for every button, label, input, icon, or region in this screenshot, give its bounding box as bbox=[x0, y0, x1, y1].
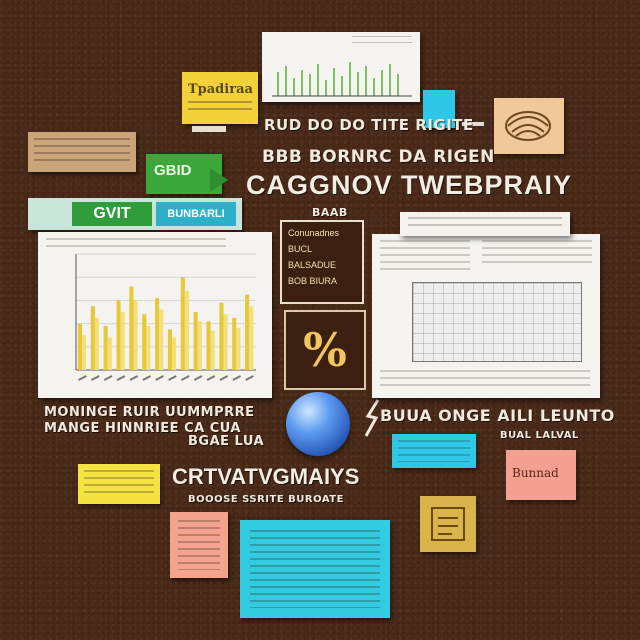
sticky-pink-text: Bunnad bbox=[512, 466, 559, 480]
right-caption-2: BUAL LALVAL bbox=[500, 430, 579, 441]
bottom-caption: BOOOSE SSRITE BUROATE bbox=[188, 494, 344, 505]
bar-2-7 bbox=[159, 309, 164, 370]
bar-2-10 bbox=[197, 321, 202, 370]
x-tick-mark bbox=[232, 375, 242, 381]
bar-2-11 bbox=[210, 330, 215, 370]
gold-note-sketch bbox=[420, 496, 476, 552]
center-frame: Conunadnes BUCL BALSADUE BOB BIURA bbox=[280, 220, 364, 304]
right-caption-1: BUUA ONGE AILI LEUNTO bbox=[380, 406, 615, 425]
bar-1-12 bbox=[219, 302, 224, 370]
center-glyph-box: % bbox=[284, 310, 366, 390]
bar-1-9 bbox=[180, 277, 185, 370]
tiny-dash bbox=[462, 122, 484, 126]
right-document-back bbox=[400, 212, 570, 236]
banner-green-block: GVIT bbox=[72, 202, 152, 226]
x-tick-mark bbox=[219, 375, 229, 381]
bar-1-6 bbox=[142, 314, 147, 370]
bar-chart-paper bbox=[38, 232, 272, 398]
bar-2-3 bbox=[107, 337, 112, 370]
peach-note-sketch bbox=[494, 98, 564, 154]
top-chart-paper bbox=[262, 32, 420, 102]
lightning-icon bbox=[364, 399, 380, 437]
center-frame-line-2: BUCL bbox=[288, 244, 313, 254]
bar-2-14 bbox=[249, 306, 254, 370]
sketch-icon bbox=[505, 111, 551, 141]
bar-1-4 bbox=[116, 300, 121, 370]
x-tick-mark bbox=[155, 375, 164, 381]
x-tick-mark bbox=[193, 375, 203, 381]
doc-footer-text bbox=[380, 370, 590, 390]
green-tag-text: GBID bbox=[154, 162, 192, 179]
sticky-note-yellow-top: Tpadiraa bbox=[182, 72, 258, 124]
tiny-label bbox=[192, 126, 226, 132]
bar-1-11 bbox=[206, 321, 211, 370]
x-tick-mark bbox=[78, 375, 87, 381]
sticky-note-pink-left bbox=[170, 512, 228, 578]
mini-line-chart bbox=[272, 62, 412, 97]
cyan-note-right bbox=[392, 434, 476, 468]
scroll-icon bbox=[431, 507, 465, 541]
bottom-title: CRTVATVGMAIYS bbox=[172, 464, 360, 489]
bar-1-3 bbox=[103, 325, 108, 370]
main-title: CAGGNOV TWEBPRAIY bbox=[246, 170, 573, 200]
x-tick-mark bbox=[206, 375, 216, 381]
x-tick-mark bbox=[245, 375, 254, 381]
x-tick-mark bbox=[90, 375, 100, 381]
bar-1-2 bbox=[90, 306, 95, 370]
x-tick-mark bbox=[180, 375, 190, 381]
doc-left-text bbox=[380, 240, 470, 274]
left-caption-3: BGAE LUA bbox=[188, 434, 265, 449]
bar-2-13 bbox=[236, 328, 241, 370]
cyan-note-bottom bbox=[240, 520, 390, 618]
sticky-note-pink-right: Bunnad bbox=[506, 450, 576, 500]
bar-1-10 bbox=[193, 312, 198, 370]
bar-2-5 bbox=[133, 300, 138, 370]
left-caption-1: MONINGE RUIR UUMMPRRE bbox=[44, 405, 255, 420]
bar-2-2 bbox=[94, 317, 99, 370]
cyan-note-top bbox=[423, 90, 455, 128]
x-tick-mark bbox=[116, 375, 126, 381]
x-tick-mark bbox=[142, 375, 152, 381]
x-tick-mark bbox=[168, 375, 177, 381]
right-document bbox=[372, 234, 600, 398]
bar-1-7 bbox=[155, 298, 160, 370]
second-heading: BBB BORNRC DA RIGEN bbox=[262, 147, 495, 167]
center-frame-line-1: Conunadnes bbox=[288, 228, 340, 238]
left-banner: GVIT BUNBARLI bbox=[28, 198, 242, 230]
x-tick-mark bbox=[129, 375, 139, 381]
green-tag: GBID bbox=[146, 154, 222, 194]
banner-green-text: GVIT bbox=[93, 205, 131, 222]
x-tick-mark bbox=[103, 375, 113, 381]
bar-1-13 bbox=[232, 317, 237, 370]
center-glyph: % bbox=[303, 323, 347, 377]
center-frame-line-3: BALSADUE bbox=[288, 260, 337, 270]
green-tag-arrow bbox=[210, 168, 228, 192]
bar-chart bbox=[75, 253, 256, 381]
doc-right-text bbox=[482, 240, 592, 264]
bar-2-1 bbox=[82, 335, 87, 370]
sticky-top-text: Tpadiraa bbox=[188, 82, 253, 97]
top-chart-header bbox=[352, 36, 412, 48]
bar-2-4 bbox=[120, 312, 125, 370]
bar-1-8 bbox=[167, 329, 172, 370]
banner-blue-text: BUNBARLI bbox=[167, 208, 225, 220]
bar-2-8 bbox=[172, 337, 177, 370]
globe-icon bbox=[286, 392, 350, 456]
sticky-note-yellow-left bbox=[78, 464, 160, 504]
sub-label: BAAB bbox=[312, 206, 348, 219]
bar-2-12 bbox=[223, 314, 228, 370]
doc-grid-table bbox=[412, 282, 582, 362]
banner-blue-block: BUNBARLI bbox=[156, 202, 236, 226]
bar-2-9 bbox=[184, 291, 189, 370]
center-frame-line-4: BOB BIURA bbox=[288, 276, 338, 286]
tan-document bbox=[28, 132, 136, 172]
bar-1-14 bbox=[245, 294, 250, 370]
bar-1-1 bbox=[77, 323, 82, 370]
bar-1-5 bbox=[129, 286, 134, 370]
left-caption-2: MANGE HINNRIEE CA CUA bbox=[44, 421, 241, 436]
bar-2-6 bbox=[146, 325, 151, 370]
chart-header-lines bbox=[46, 238, 226, 248]
top-heading: RUD DO DO TITE RIGITE bbox=[264, 116, 474, 134]
